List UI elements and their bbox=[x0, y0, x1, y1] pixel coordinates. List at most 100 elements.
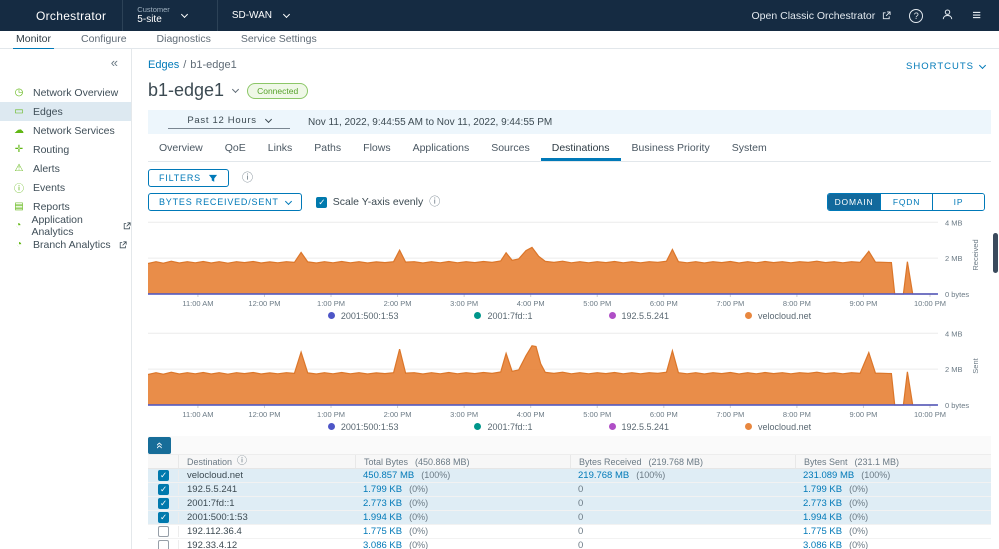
row-checkbox[interactable] bbox=[158, 540, 169, 549]
help-icon[interactable]: ? bbox=[909, 9, 923, 23]
sidebar-item-alerts[interactable]: ⚠Alerts bbox=[0, 159, 131, 178]
svg-text:11:00 AM: 11:00 AM bbox=[182, 299, 213, 308]
legend-dot bbox=[328, 423, 335, 430]
sidebar-item-branch-analytics[interactable]: ◔Branch Analytics bbox=[0, 235, 131, 254]
sent-chart[interactable]: 4 MB2 MB0 bytes11:00 AM12:00 PM1:00 PM2:… bbox=[148, 327, 991, 420]
sidebar-item-routing[interactable]: ✛Routing bbox=[0, 140, 131, 159]
open-classic-orchestrator-link[interactable]: Open Classic Orchestrator bbox=[752, 10, 892, 22]
svg-text:10:00 PM: 10:00 PM bbox=[914, 410, 946, 419]
legend-item-2001-7fd-1[interactable]: 2001:7fd::1 bbox=[474, 422, 532, 432]
breadcrumb-edges-link[interactable]: Edges bbox=[148, 59, 179, 71]
column-header-total-bytes[interactable]: Total Bytes (450.868 MB) bbox=[355, 455, 570, 468]
tab-overview[interactable]: Overview bbox=[148, 142, 214, 161]
tab-business-priority[interactable]: Business Priority bbox=[621, 142, 721, 161]
table-row[interactable]: 2001:500:1:531.994 KB(0%)01.994 KB(0%) bbox=[148, 511, 991, 525]
row-checkbox[interactable] bbox=[158, 498, 169, 509]
view-toggle-ip[interactable]: IP bbox=[932, 194, 984, 210]
total-bytes-cell: 1.775 KB(0%) bbox=[355, 526, 570, 537]
tab-qoe[interactable]: QoE bbox=[214, 142, 257, 161]
sidebar-item-network-overview[interactable]: ◷Network Overview bbox=[0, 83, 131, 102]
tab-destinations[interactable]: Destinations bbox=[541, 142, 621, 161]
filters-button[interactable]: FILTERS bbox=[148, 169, 229, 187]
column-received-note: (219.768 MB) bbox=[649, 457, 704, 467]
column-header-bytes-sent[interactable]: Bytes Sent (231.1 MB) bbox=[795, 455, 991, 468]
edge-selector-chevron-icon[interactable] bbox=[232, 86, 239, 93]
open-classic-label: Open Classic Orchestrator bbox=[752, 10, 876, 22]
percent: (0%) bbox=[849, 484, 868, 494]
svg-text:Received: Received bbox=[971, 239, 980, 270]
column-label: Bytes Sent bbox=[804, 457, 848, 467]
legend-item-192-5-5-241[interactable]: 192.5.5.241 bbox=[609, 422, 670, 432]
view-toggle-fqdn[interactable]: FQDN bbox=[880, 194, 932, 210]
view-toggle-domain[interactable]: DOMAIN bbox=[828, 194, 880, 210]
time-range-select[interactable]: Past 12 Hours bbox=[168, 115, 290, 129]
legend-item-velocloud-net[interactable]: velocloud.net bbox=[745, 422, 811, 432]
nav-tab-configure[interactable]: Configure bbox=[78, 31, 130, 48]
row-checkbox[interactable] bbox=[158, 484, 169, 495]
info-icon[interactable]: ⓘ bbox=[429, 197, 440, 208]
value: 1.799 KB bbox=[803, 484, 842, 495]
product-selector[interactable]: SD-WAN bbox=[218, 10, 303, 21]
sidebar-collapse-button[interactable]: « bbox=[0, 55, 131, 70]
total-bytes-cell: 3.086 KB(0%) bbox=[355, 540, 570, 549]
scroll-to-top-button[interactable]: « bbox=[148, 437, 171, 454]
tab-system[interactable]: System bbox=[721, 142, 778, 161]
tab-flows[interactable]: Flows bbox=[352, 142, 401, 161]
external-link-icon bbox=[123, 222, 131, 230]
legend-dot bbox=[745, 312, 752, 319]
legend-item-2001-500-1-53[interactable]: 2001:500:1:53 bbox=[328, 422, 399, 432]
column-header-destination[interactable]: Destination ⓘ bbox=[178, 455, 355, 468]
value: 3.086 KB bbox=[803, 540, 842, 549]
chevron-down-icon bbox=[285, 197, 292, 204]
svg-text:Sent: Sent bbox=[971, 357, 980, 373]
product-name: SD-WAN bbox=[232, 10, 272, 21]
scale-y-axis-label: Scale Y-axis evenly bbox=[333, 196, 423, 208]
column-sent-note: (231.1 MB) bbox=[855, 457, 900, 467]
total-bytes-cell: 1.799 KB(0%) bbox=[355, 484, 570, 495]
external-link-icon bbox=[882, 11, 891, 20]
received-chart[interactable]: 4 MB2 MB0 bytes11:00 AM12:00 PM1:00 PM2:… bbox=[148, 216, 991, 309]
table-row[interactable]: 2001:7fd::12.773 KB(0%)02.773 KB(0%) bbox=[148, 497, 991, 511]
row-checkbox[interactable] bbox=[158, 470, 169, 481]
breadcrumb-current: b1-edge1 bbox=[190, 59, 237, 71]
info-icon[interactable]: ⓘ bbox=[242, 173, 253, 184]
nav-tab-service-settings[interactable]: Service Settings bbox=[238, 31, 320, 48]
sidebar-item-network-services[interactable]: ☁Network Services bbox=[0, 121, 131, 140]
sidebar-item-edges[interactable]: ▭Edges bbox=[0, 102, 131, 121]
time-range-value: Past 12 Hours bbox=[187, 115, 256, 126]
page-title: b1-edge1 bbox=[148, 80, 224, 101]
nav-tab-monitor[interactable]: Monitor bbox=[13, 31, 54, 51]
bytes-sent-cell: 1.775 KB(0%) bbox=[795, 526, 991, 537]
tab-paths[interactable]: Paths bbox=[303, 142, 352, 161]
tab-applications[interactable]: Applications bbox=[402, 142, 481, 161]
scale-y-axis-checkbox[interactable] bbox=[316, 197, 327, 208]
customer-selector[interactable]: Customer 5-site bbox=[123, 5, 201, 27]
table-row[interactable]: 192.112.36.41.775 KB(0%)01.775 KB(0%) bbox=[148, 525, 991, 539]
table-row[interactable]: velocloud.net450.857 MB(100%)219.768 MB(… bbox=[148, 469, 991, 483]
sidebar-item-label: Alerts bbox=[33, 163, 60, 175]
metric-selector-button[interactable]: BYTES RECEIVED/SENT bbox=[148, 193, 302, 211]
legend-item-2001-7fd-1[interactable]: 2001:7fd::1 bbox=[474, 311, 532, 321]
legend-label: 2001:7fd::1 bbox=[487, 422, 532, 432]
row-checkbox[interactable] bbox=[158, 512, 169, 523]
sidebar-item-events[interactable]: ⓘEvents bbox=[0, 178, 131, 197]
value: 231.089 MB bbox=[803, 470, 854, 481]
user-icon[interactable] bbox=[941, 8, 954, 24]
legend-item-192-5-5-241[interactable]: 192.5.5.241 bbox=[609, 311, 670, 321]
tab-sources[interactable]: Sources bbox=[480, 142, 541, 161]
menu-icon[interactable]: ≡ bbox=[972, 7, 981, 24]
legend-item-2001-500-1-53[interactable]: 2001:500:1:53 bbox=[328, 311, 399, 321]
shortcuts-button[interactable]: SHORTCUTS bbox=[906, 61, 985, 72]
legend-item-velocloud-net[interactable]: velocloud.net bbox=[745, 311, 811, 321]
column-header-bytes-received[interactable]: Bytes Received (219.768 MB) bbox=[570, 455, 795, 468]
sidebar-item-application-analytics[interactable]: ◔Application Analytics bbox=[0, 216, 131, 235]
percent: (0%) bbox=[849, 526, 868, 536]
info-icon[interactable]: ⓘ bbox=[237, 457, 247, 467]
page-scrollbar-thumb[interactable] bbox=[993, 233, 998, 273]
value: 2.773 KB bbox=[363, 498, 402, 509]
table-row[interactable]: 192.33.4.123.086 KB(0%)03.086 KB(0%) bbox=[148, 539, 991, 549]
row-checkbox[interactable] bbox=[158, 526, 169, 537]
tab-links[interactable]: Links bbox=[257, 142, 304, 161]
nav-tab-diagnostics[interactable]: Diagnostics bbox=[154, 31, 214, 48]
table-row[interactable]: 192.5.5.2411.799 KB(0%)01.799 KB(0%) bbox=[148, 483, 991, 497]
